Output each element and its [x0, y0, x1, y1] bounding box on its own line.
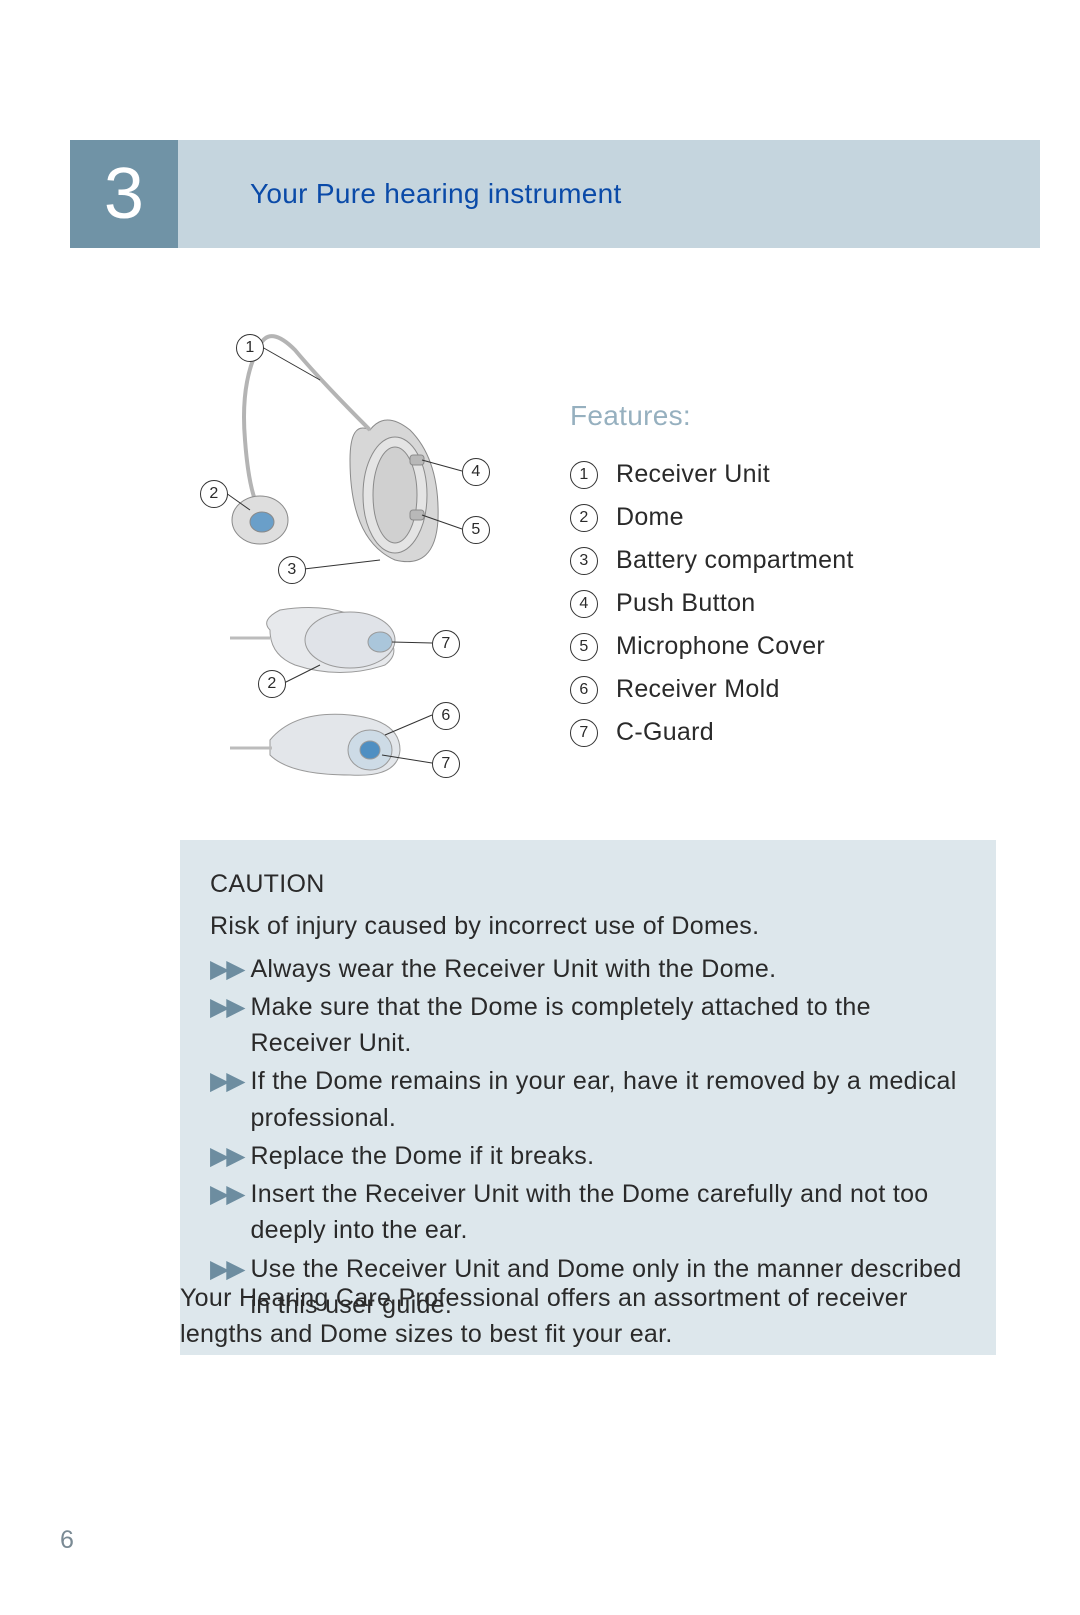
feature-label: Receiver Mold	[616, 675, 780, 704]
caution-box: CAUTION Risk of injury caused by incorre…	[180, 840, 996, 1355]
feature-row: 3 Battery compartment	[570, 546, 1000, 575]
feature-row: 4 Push Button	[570, 589, 1000, 618]
page-number: 6	[60, 1526, 74, 1555]
feature-row: 5 Microphone Cover	[570, 632, 1000, 661]
feature-number: 3	[570, 547, 598, 575]
caution-bullet: ▶▶Insert the Receiver Unit with the Dome…	[210, 1176, 966, 1249]
caution-bullet-text: Insert the Receiver Unit with the Dome c…	[250, 1176, 966, 1249]
feature-row: 7 C-Guard	[570, 718, 1000, 747]
caution-title: CAUTION	[210, 866, 966, 902]
feature-row: 2 Dome	[570, 503, 1000, 532]
chapter-title-band: Your Pure hearing instrument	[178, 140, 1040, 248]
diagram-callout: 5	[462, 516, 490, 544]
bullet-arrow-icon: ▶▶	[210, 989, 242, 1062]
bullet-arrow-icon: ▶▶	[210, 951, 242, 987]
device-diagram: 1 2 3 4 5 7 2 6 7	[200, 310, 520, 780]
diagram-callout: 4	[462, 458, 490, 486]
diagram-callout: 1	[236, 334, 264, 362]
diagram-callout: 6	[432, 702, 460, 730]
caution-bullet-text: If the Dome remains in your ear, have it…	[250, 1063, 966, 1136]
feature-number: 4	[570, 590, 598, 618]
feature-row: 6 Receiver Mold	[570, 675, 1000, 704]
feature-number: 6	[570, 676, 598, 704]
bullet-arrow-icon: ▶▶	[210, 1176, 242, 1249]
features-section: Features: 1 Receiver Unit 2 Dome 3 Battery co…	[570, 400, 1000, 761]
caution-bullet-text: Make sure that the Dome is completely at…	[250, 989, 966, 1062]
diagram-callout: 7	[432, 630, 460, 658]
feature-number: 5	[570, 633, 598, 661]
caution-bullet: ▶▶If the Dome remains in your ear, have …	[210, 1063, 966, 1136]
feature-label: Battery compartment	[616, 546, 854, 575]
closing-paragraph: Your Hearing Care Professional offers an…	[180, 1280, 996, 1353]
chapter-number-badge: 3	[70, 140, 178, 248]
caution-bullet: ▶▶Make sure that the Dome is completely …	[210, 989, 966, 1062]
features-heading: Features:	[570, 400, 1000, 432]
feature-label: C-Guard	[616, 718, 714, 747]
bullet-arrow-icon: ▶▶	[210, 1138, 242, 1174]
feature-label: Microphone Cover	[616, 632, 825, 661]
feature-number: 2	[570, 504, 598, 532]
diagram-callout: 7	[432, 750, 460, 778]
diagram-callout: 3	[278, 556, 306, 584]
manual-page: 3 Your Pure hearing instrument	[0, 0, 1080, 1615]
caution-bullet: ▶▶Always wear the Receiver Unit with the…	[210, 951, 966, 987]
device-illustration	[200, 310, 520, 780]
diagram-callout: 2	[258, 670, 286, 698]
feature-number: 7	[570, 719, 598, 747]
caution-bullet-text: Replace the Dome if it breaks.	[250, 1138, 594, 1174]
caution-bullet-text: Always wear the Receiver Unit with the D…	[250, 951, 776, 987]
feature-label: Dome	[616, 503, 684, 532]
bullet-arrow-icon: ▶▶	[210, 1063, 242, 1136]
feature-number: 1	[570, 461, 598, 489]
caution-intro-text: Risk of injury caused by incorrect use o…	[210, 908, 966, 944]
caution-bullet: ▶▶Replace the Dome if it breaks.	[210, 1138, 966, 1174]
feature-label: Push Button	[616, 589, 756, 618]
feature-label: Receiver Unit	[616, 460, 770, 489]
diagram-callout: 2	[200, 480, 228, 508]
chapter-title: Your Pure hearing instrument	[250, 178, 622, 210]
feature-row: 1 Receiver Unit	[570, 460, 1000, 489]
